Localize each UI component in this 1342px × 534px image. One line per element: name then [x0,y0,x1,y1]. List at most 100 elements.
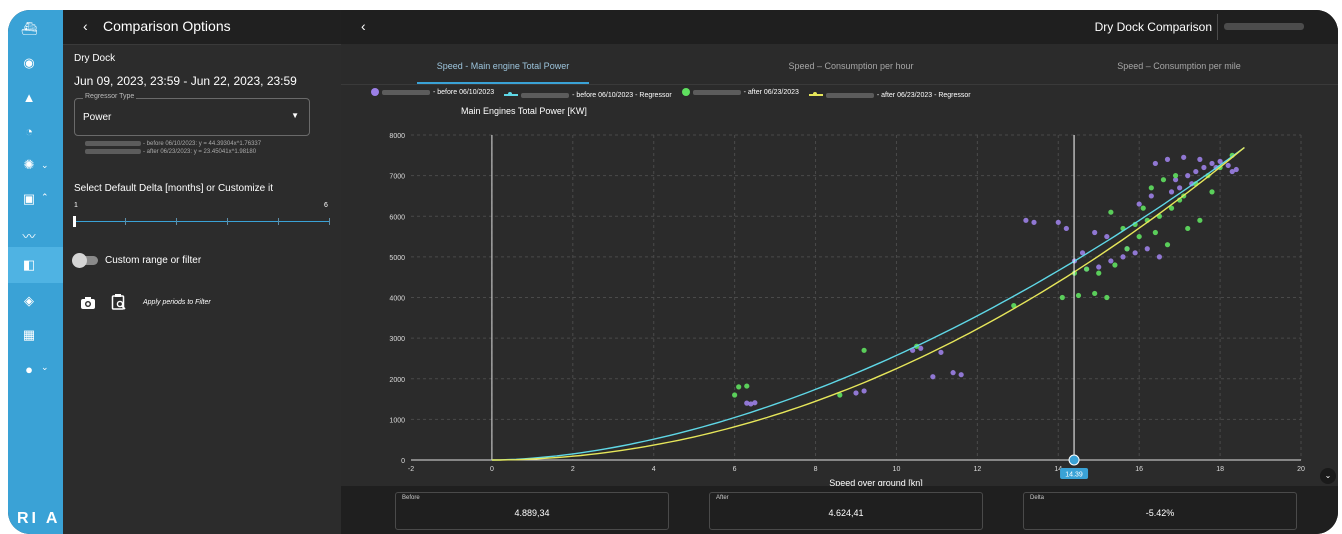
tab-consumption-mile[interactable]: Speed – Consumption per mile [1117,61,1241,71]
stat-delta: Delta -5.42% [1023,492,1297,530]
x-axis-label: Speed over ground [kn] [829,478,923,486]
stat-label: Delta [1030,495,1045,501]
stat-value: 4.889,34 [514,508,550,518]
rail-active-highlight [8,247,63,283]
stat-before: Before 4.889,34 [395,492,669,530]
data-point [1132,250,1138,256]
data-point [1229,168,1235,175]
data-point [1225,162,1231,169]
title-divider [1217,14,1218,40]
data-point [1124,246,1130,252]
data-point [1148,193,1154,199]
data-point [1197,217,1203,223]
data-point [1075,292,1082,299]
slider-max: 6 [324,202,328,209]
ship-icon[interactable]: ⛴ [20,21,38,36]
camera-icon[interactable] [80,295,96,311]
slider-thumb[interactable] [73,216,76,227]
x-tick-label: 4 [652,466,656,473]
compare-icon[interactable]: ◧ [22,257,36,272]
x-tick-label: 14 [1054,466,1062,473]
regressor-select[interactable]: Regressor Type Power ▼ [74,93,310,136]
data-point [930,374,936,380]
data-point [950,370,956,376]
report-icon[interactable]: ▣ [22,191,36,206]
custom-range-toggle[interactable] [72,253,98,268]
data-point [861,347,867,353]
y-tick-label: 3000 [389,336,405,343]
fuel-icon[interactable]: ✺ [23,157,35,172]
data-point [1140,205,1146,211]
data-point [1201,164,1207,171]
legend-item-after-regressor[interactable]: - after 06/23/2023 - Regressor [808,92,971,99]
crosshair-badge [1060,468,1089,479]
data-point [1156,254,1163,260]
data-point [748,401,754,407]
x-tick-label: 16 [1135,466,1143,473]
y-tick-label: 8000 [389,133,405,140]
y-tick-label: 2000 [389,377,405,384]
x-tick-label: 0 [490,466,494,473]
panel-header: ‹ Comparison Options [63,10,341,45]
chart-line-icon[interactable]: 〰 [22,228,36,244]
legend-marker [504,92,519,96]
legend-item-before[interactable]: - before 06/10/2023 [371,88,494,96]
legend-item-after[interactable]: - after 06/23/2023 [681,88,799,96]
data-point [1092,290,1098,297]
apply-periods-link[interactable]: Apply periods to Filter [143,299,211,306]
chart-title: Main Engines Total Power [KW] [461,106,587,116]
calendar-icon[interactable]: ▦ [22,327,36,342]
stat-value: 4.624,41 [828,508,864,518]
data-point [1189,181,1195,187]
regressor-value: Power [83,112,112,123]
data-point [1197,156,1203,162]
x-tick-label: -2 [408,466,414,473]
tab-divider [341,84,1338,85]
y-tick-label: 5000 [389,255,405,262]
x-tick-label: 10 [893,466,901,473]
back-chevron-icon[interactable]: ‹ [83,18,88,34]
tab-speed-power[interactable]: Speed - Main engine Total Power [436,61,570,71]
x-tick-label: 20 [1297,466,1305,473]
legend-item-before-regressor[interactable]: - before 06/10/2023 - Regressor [504,92,672,99]
data-point [1083,266,1090,272]
y-tick-label: 1000 [389,417,405,424]
data-point [958,372,964,378]
data-point [1079,250,1086,256]
data-point [1104,294,1110,301]
gauge-icon[interactable]: ◔ [25,123,33,139]
expand-chevron-icon[interactable]: ⌄ [1320,468,1336,484]
data-point [1233,166,1239,173]
data-point [1096,264,1102,270]
legend-marker [371,88,379,96]
equation-before: - before 06/10/2023: y = 44.39304x^1.763… [85,141,261,147]
legend-marker [681,88,690,96]
page-title: Dry Dock Comparison [1094,20,1212,34]
data-point [938,349,944,355]
data-point [861,388,867,394]
app-frame: ⛴ ◉ ▲ ◔ ✺ ⌄ ▣ ⌃ 〰 ◧ ◈ ▦ ● ⌄ RI A ‹ Compa… [8,10,1338,534]
delta-slider[interactable] [73,216,330,227]
collapse-chevron-icon[interactable]: ‹ [361,18,366,34]
data-point [1209,189,1215,195]
legend-marker [808,92,823,96]
clipboard-search-icon[interactable] [111,293,127,311]
panel-title: Comparison Options [103,18,231,34]
bell-icon[interactable]: ▲ [22,89,36,105]
chevron-down-icon: ⌄ [41,362,49,372]
x-tick-label: 12 [973,466,981,473]
target-icon[interactable]: ◈ [24,293,34,308]
y-tick-label: 0 [401,458,405,465]
data-point [1108,258,1114,264]
y-tick-label: 4000 [389,296,405,303]
data-point [1011,303,1017,309]
globe-icon[interactable]: ◉ [23,55,35,70]
data-point [1096,270,1102,276]
data-point [1217,158,1223,165]
y-tick-label: 7000 [389,174,405,181]
data-point [744,400,750,406]
tab-consumption-hour[interactable]: Speed – Consumption per hour [788,61,914,71]
regressor-line [491,147,1245,461]
pin-icon[interactable]: ● [25,361,33,377]
